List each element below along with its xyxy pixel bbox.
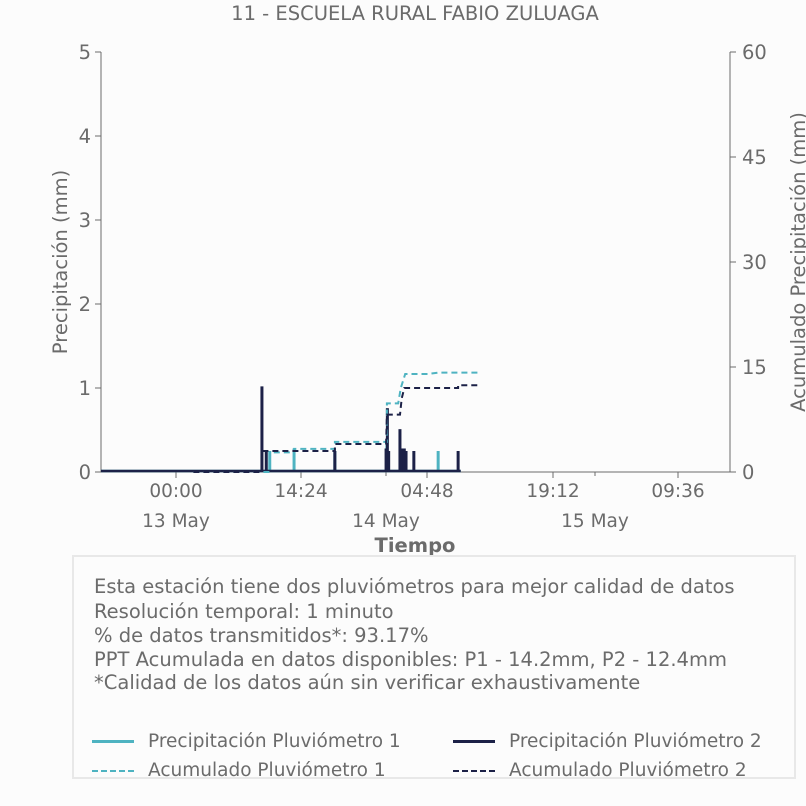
y-tick-label: 3 <box>79 209 91 232</box>
legend-label: Acumulado Pluviómetro 1 <box>148 760 386 781</box>
y-tick-label: 4 <box>79 125 91 148</box>
legend-item-p2-rain: Precipitación Pluviómetro 2 <box>453 731 762 752</box>
legend-label: Precipitación Pluviómetro 1 <box>148 731 401 752</box>
legend-swatch <box>453 740 495 743</box>
legend-swatch <box>453 769 495 772</box>
x-tick-label: 04:48 <box>400 481 453 502</box>
y2-tick-label: 0 <box>742 461 754 484</box>
note-line: Resolución temporal: 1 minuto <box>94 600 394 623</box>
x-tick-label: 00:00 <box>149 481 202 502</box>
cumulative-line <box>193 384 480 473</box>
legend-item-p2-cum: Acumulado Pluviómetro 2 <box>453 760 747 781</box>
chart-title: 11 - ESCUELA RURAL FABIO ZULUAGA <box>231 2 599 25</box>
y-tick-label: 1 <box>79 377 91 400</box>
legend-label: Precipitación Pluviómetro 2 <box>509 731 762 752</box>
legend-item-p1-rain: Precipitación Pluviómetro 1 <box>92 731 401 752</box>
data-layer <box>101 371 480 473</box>
y2-tick-label: 45 <box>742 146 767 169</box>
y2-tick-label: 15 <box>742 356 767 379</box>
x-date-label: 15 May <box>561 511 629 532</box>
x-date-label: 13 May <box>142 511 210 532</box>
x-axis-label: Tiempo <box>375 534 456 557</box>
legend-swatch <box>92 769 134 772</box>
info-box: Esta estación tiene dos pluviómetros par… <box>72 555 796 781</box>
note-line: PPT Acumulada en datos disponibles: P1 -… <box>94 648 727 671</box>
note-line: *Calidad de los datos aún sin verificar … <box>94 671 641 694</box>
note-line: Esta estación tiene dos pluviómetros par… <box>94 575 735 598</box>
y-tick-label: 2 <box>79 293 91 316</box>
legend-label: Acumulado Pluviómetro 2 <box>509 760 747 781</box>
y-axis-label: Precipitación (mm) <box>49 170 72 354</box>
y2-tick-label: 60 <box>742 41 767 64</box>
x-tick-label: 19:12 <box>526 481 579 502</box>
y-tick-label: 5 <box>79 41 91 64</box>
x-tick-label: 09:36 <box>651 481 704 502</box>
legend-item-p1-cum: Acumulado Pluviómetro 1 <box>92 760 386 781</box>
x-date-label: 14 May <box>352 511 420 532</box>
y2-tick-label: 30 <box>742 251 767 274</box>
note-line: % de datos transmitidos*: 93.17% <box>94 624 429 647</box>
legend-swatch <box>92 740 134 743</box>
y-tick-label: 0 <box>79 461 91 484</box>
y2-axis-label: Acumulado Precipitación (mm) <box>787 112 806 412</box>
x-tick-label: 14:24 <box>274 481 327 502</box>
